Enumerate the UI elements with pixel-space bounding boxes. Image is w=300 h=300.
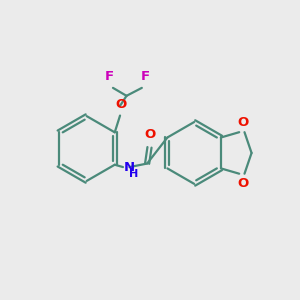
- Text: O: O: [145, 128, 156, 142]
- Text: O: O: [237, 177, 248, 190]
- Text: F: F: [141, 70, 150, 83]
- Text: N: N: [124, 161, 135, 174]
- Text: F: F: [104, 70, 113, 83]
- Text: O: O: [115, 98, 126, 111]
- Text: H: H: [130, 169, 139, 178]
- Text: O: O: [237, 116, 248, 129]
